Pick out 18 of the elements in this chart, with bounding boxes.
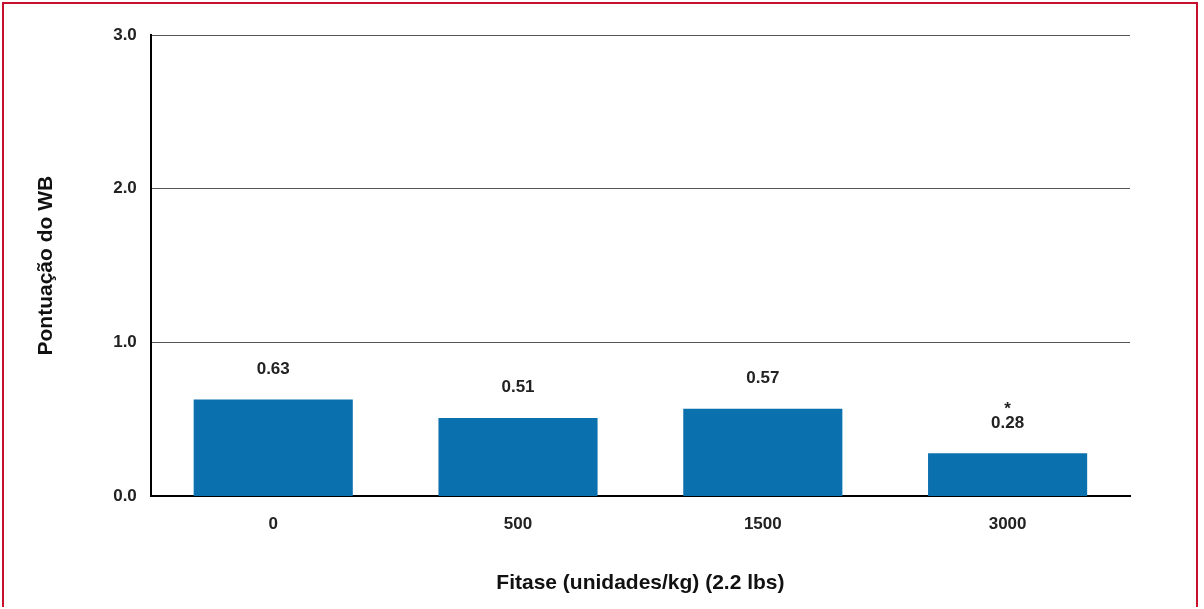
x-tick-label: 500 [503,514,533,534]
data-label: 0.63 [256,358,290,378]
bar [928,453,1088,496]
bar [683,408,843,496]
x-tick-label: 3000 [988,514,1027,534]
y-tick-label: 3.0 [113,24,137,44]
x-axis-title: Fitase (unidades/kg) (2.2 lbs) [496,570,785,594]
data-label: 0.28 [991,412,1025,432]
x-tick-label: 0 [268,514,278,534]
data-label: 0.57 [746,367,780,387]
bar [193,399,353,496]
x-tick-label: 1500 [743,514,782,534]
y-tick-label: 1.0 [113,332,137,352]
data-label: 0.51 [501,377,535,397]
bar [438,417,598,496]
y-axis-title: Pontuação do WB [33,175,57,356]
y-tick-label: 2.0 [113,178,137,198]
y-tick-label: 0.0 [113,486,137,506]
